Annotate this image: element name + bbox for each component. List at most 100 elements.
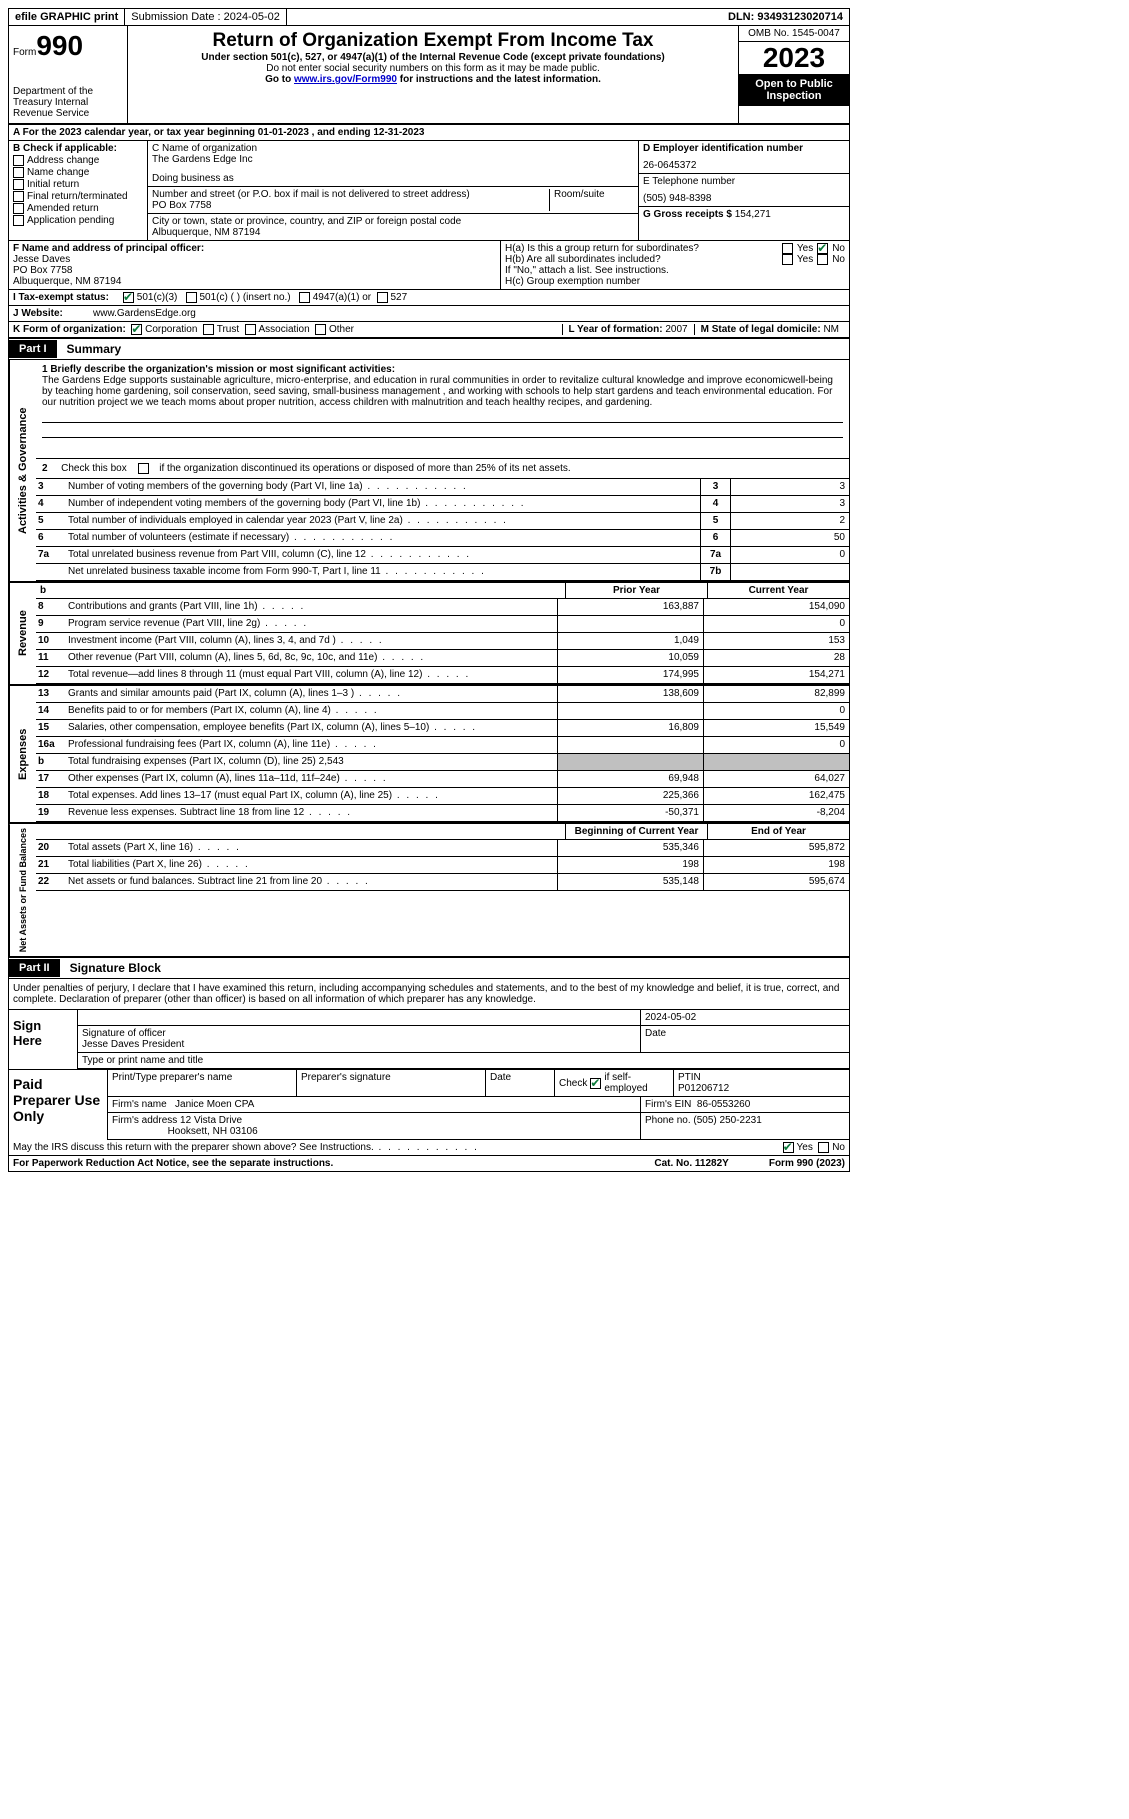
exp-line: 15Salaries, other compensation, employee… <box>36 720 849 737</box>
phone-value: (505) 948-8398 <box>643 193 845 204</box>
discuss-row: May the IRS discuss this return with the… <box>9 1140 849 1156</box>
goto-note: Go to www.irs.gov/Form990 for instructio… <box>132 74 734 85</box>
checkbox-discontinued[interactable] <box>138 463 149 474</box>
main-title: Return of Organization Exempt From Incom… <box>132 30 734 52</box>
checkbox-4947[interactable] <box>299 292 310 303</box>
checkbox-501c[interactable] <box>186 292 197 303</box>
form-number-box: Form990 Department of the Treasury Inter… <box>9 26 128 123</box>
ptin-value: P01206712 <box>678 1083 729 1094</box>
checkbox-initial-return[interactable] <box>13 179 24 190</box>
officer-name: Jesse Daves <box>13 254 70 265</box>
col-d-ein: D Employer identification number 26-0645… <box>638 141 849 240</box>
exp-line: 19Revenue less expenses. Subtract line 1… <box>36 805 849 822</box>
col-end-year: End of Year <box>707 824 849 839</box>
exp-line: 16aProfessional fundraising fees (Part I… <box>36 737 849 754</box>
col-c-org-info: C Name of organization The Gardens Edge … <box>148 141 638 240</box>
mission-row: 1 Briefly describe the organization's mi… <box>36 360 849 459</box>
side-governance: Activities & Governance <box>9 360 36 581</box>
sign-here-block: Sign Here 2024-05-02 Signature of office… <box>9 1010 849 1069</box>
org-name: The Gardens Edge Inc <box>152 154 634 165</box>
checkbox-discuss-no[interactable] <box>818 1142 829 1153</box>
part1-header: Part I Summary <box>9 339 849 360</box>
section-a-dates: A For the 2023 calendar year, or tax yea… <box>9 125 849 141</box>
entity-grid: B Check if applicable: Address change Na… <box>9 141 849 241</box>
open-inspection: Open to Public Inspection <box>739 74 849 106</box>
checkbox-trust[interactable] <box>203 324 214 335</box>
gov-line: 5Total number of individuals employed in… <box>36 513 849 530</box>
website-row: J Website: www.GardensEdge.org <box>9 306 849 322</box>
org-city: Albuquerque, NM 87194 <box>152 227 634 238</box>
checkbox-self-employed[interactable] <box>590 1078 601 1089</box>
gov-line: Net unrelated business taxable income fr… <box>36 564 849 581</box>
exp-line: 18Total expenses. Add lines 13–17 (must … <box>36 788 849 805</box>
k-row: K Form of organization: Corporation Trus… <box>9 322 849 339</box>
efile-label: efile GRAPHIC print <box>9 9 125 25</box>
checkbox-ha-yes[interactable] <box>782 243 793 254</box>
irs-link[interactable]: www.irs.gov/Form990 <box>294 74 397 85</box>
year-box: OMB No. 1545-0047 2023 Open to Public In… <box>738 26 849 123</box>
rev-line: 12Total revenue—add lines 8 through 11 (… <box>36 667 849 684</box>
firm-name: Janice Moen CPA <box>175 1099 254 1110</box>
rev-line: 8Contributions and grants (Part VIII, li… <box>36 599 849 616</box>
prep-phone: (505) 250-2231 <box>693 1115 761 1126</box>
ssn-note: Do not enter social security numbers on … <box>132 63 734 74</box>
part2-header: Part II Signature Block <box>9 958 849 979</box>
dln: DLN: 93493123020714 <box>722 9 849 25</box>
firm-ein: 86-0553260 <box>697 1099 750 1110</box>
gov-line: 6Total number of volunteers (estimate if… <box>36 530 849 547</box>
title-box: Return of Organization Exempt From Incom… <box>128 26 738 123</box>
net-line: 21Total liabilities (Part X, line 26)198… <box>36 857 849 874</box>
org-address: PO Box 7758 <box>152 200 549 211</box>
dept-treasury: Department of the Treasury Internal Reve… <box>13 86 123 119</box>
checkbox-corp[interactable] <box>131 324 142 335</box>
gov-line: 7aTotal unrelated business revenue from … <box>36 547 849 564</box>
footer-last: For Paperwork Reduction Act Notice, see … <box>9 1156 849 1171</box>
officer-row: F Name and address of principal officer:… <box>9 241 849 290</box>
tax-status-row: I Tax-exempt status: 501(c)(3) 501(c) ( … <box>9 290 849 306</box>
checkbox-pending[interactable] <box>13 215 24 226</box>
exp-line: 17Other expenses (Part IX, column (A), l… <box>36 771 849 788</box>
checkbox-discuss-yes[interactable] <box>783 1142 794 1153</box>
paid-preparer-block: Paid Preparer Use Only Print/Type prepar… <box>9 1069 849 1140</box>
top-bar: efile GRAPHIC print Submission Date : 20… <box>9 9 849 26</box>
checkbox-final-return[interactable] <box>13 191 24 202</box>
col-current-year: Current Year <box>707 583 849 598</box>
sig-declaration: Under penalties of perjury, I declare th… <box>9 979 849 1010</box>
exp-line: 14Benefits paid to or for members (Part … <box>36 703 849 720</box>
col-b-checkboxes: B Check if applicable: Address change Na… <box>9 141 148 240</box>
gov-line: 3Number of voting members of the governi… <box>36 479 849 496</box>
side-net-assets: Net Assets or Fund Balances <box>9 824 36 956</box>
form-number: 990 <box>36 30 83 61</box>
officer-sig-name: Jesse Daves President <box>82 1039 636 1050</box>
tax-year: 2023 <box>739 42 849 74</box>
mission-text: The Gardens Edge supports sustainable ag… <box>42 375 833 408</box>
gov-line: 4Number of independent voting members of… <box>36 496 849 513</box>
subtitle: Under section 501(c), 527, or 4947(a)(1)… <box>132 52 734 63</box>
header-row: Form990 Department of the Treasury Inter… <box>9 26 849 125</box>
checkbox-ha-no[interactable] <box>817 243 828 254</box>
checkbox-assoc[interactable] <box>245 324 256 335</box>
checkbox-name-change[interactable] <box>13 167 24 178</box>
net-line: 22Net assets or fund balances. Subtract … <box>36 874 849 891</box>
checkbox-amended[interactable] <box>13 203 24 214</box>
rev-line: 11Other revenue (Part VIII, column (A), … <box>36 650 849 667</box>
side-revenue: Revenue <box>9 583 36 684</box>
checkbox-address-change[interactable] <box>13 155 24 166</box>
checkbox-527[interactable] <box>377 292 388 303</box>
checkbox-other[interactable] <box>315 324 326 335</box>
rev-line: 9Program service revenue (Part VIII, lin… <box>36 616 849 633</box>
exp-line: 13Grants and similar amounts paid (Part … <box>36 686 849 703</box>
checkbox-501c3[interactable] <box>123 292 134 303</box>
omb-number: OMB No. 1545-0047 <box>739 26 849 42</box>
submission-date: Submission Date : 2024-05-02 <box>125 9 287 25</box>
rev-line: 10Investment income (Part VIII, column (… <box>36 633 849 650</box>
side-expenses: Expenses <box>9 686 36 822</box>
col-prior-year: Prior Year <box>565 583 707 598</box>
form-990-container: efile GRAPHIC print Submission Date : 20… <box>8 8 850 1172</box>
form-word: Form <box>13 47 36 58</box>
checkbox-hb-yes[interactable] <box>782 254 793 265</box>
checkbox-hb-no[interactable] <box>817 254 828 265</box>
ein-value: 26-0645372 <box>643 160 845 171</box>
sig-date: 2024-05-02 <box>641 1010 849 1025</box>
website-value: www.GardensEdge.org <box>93 308 196 319</box>
